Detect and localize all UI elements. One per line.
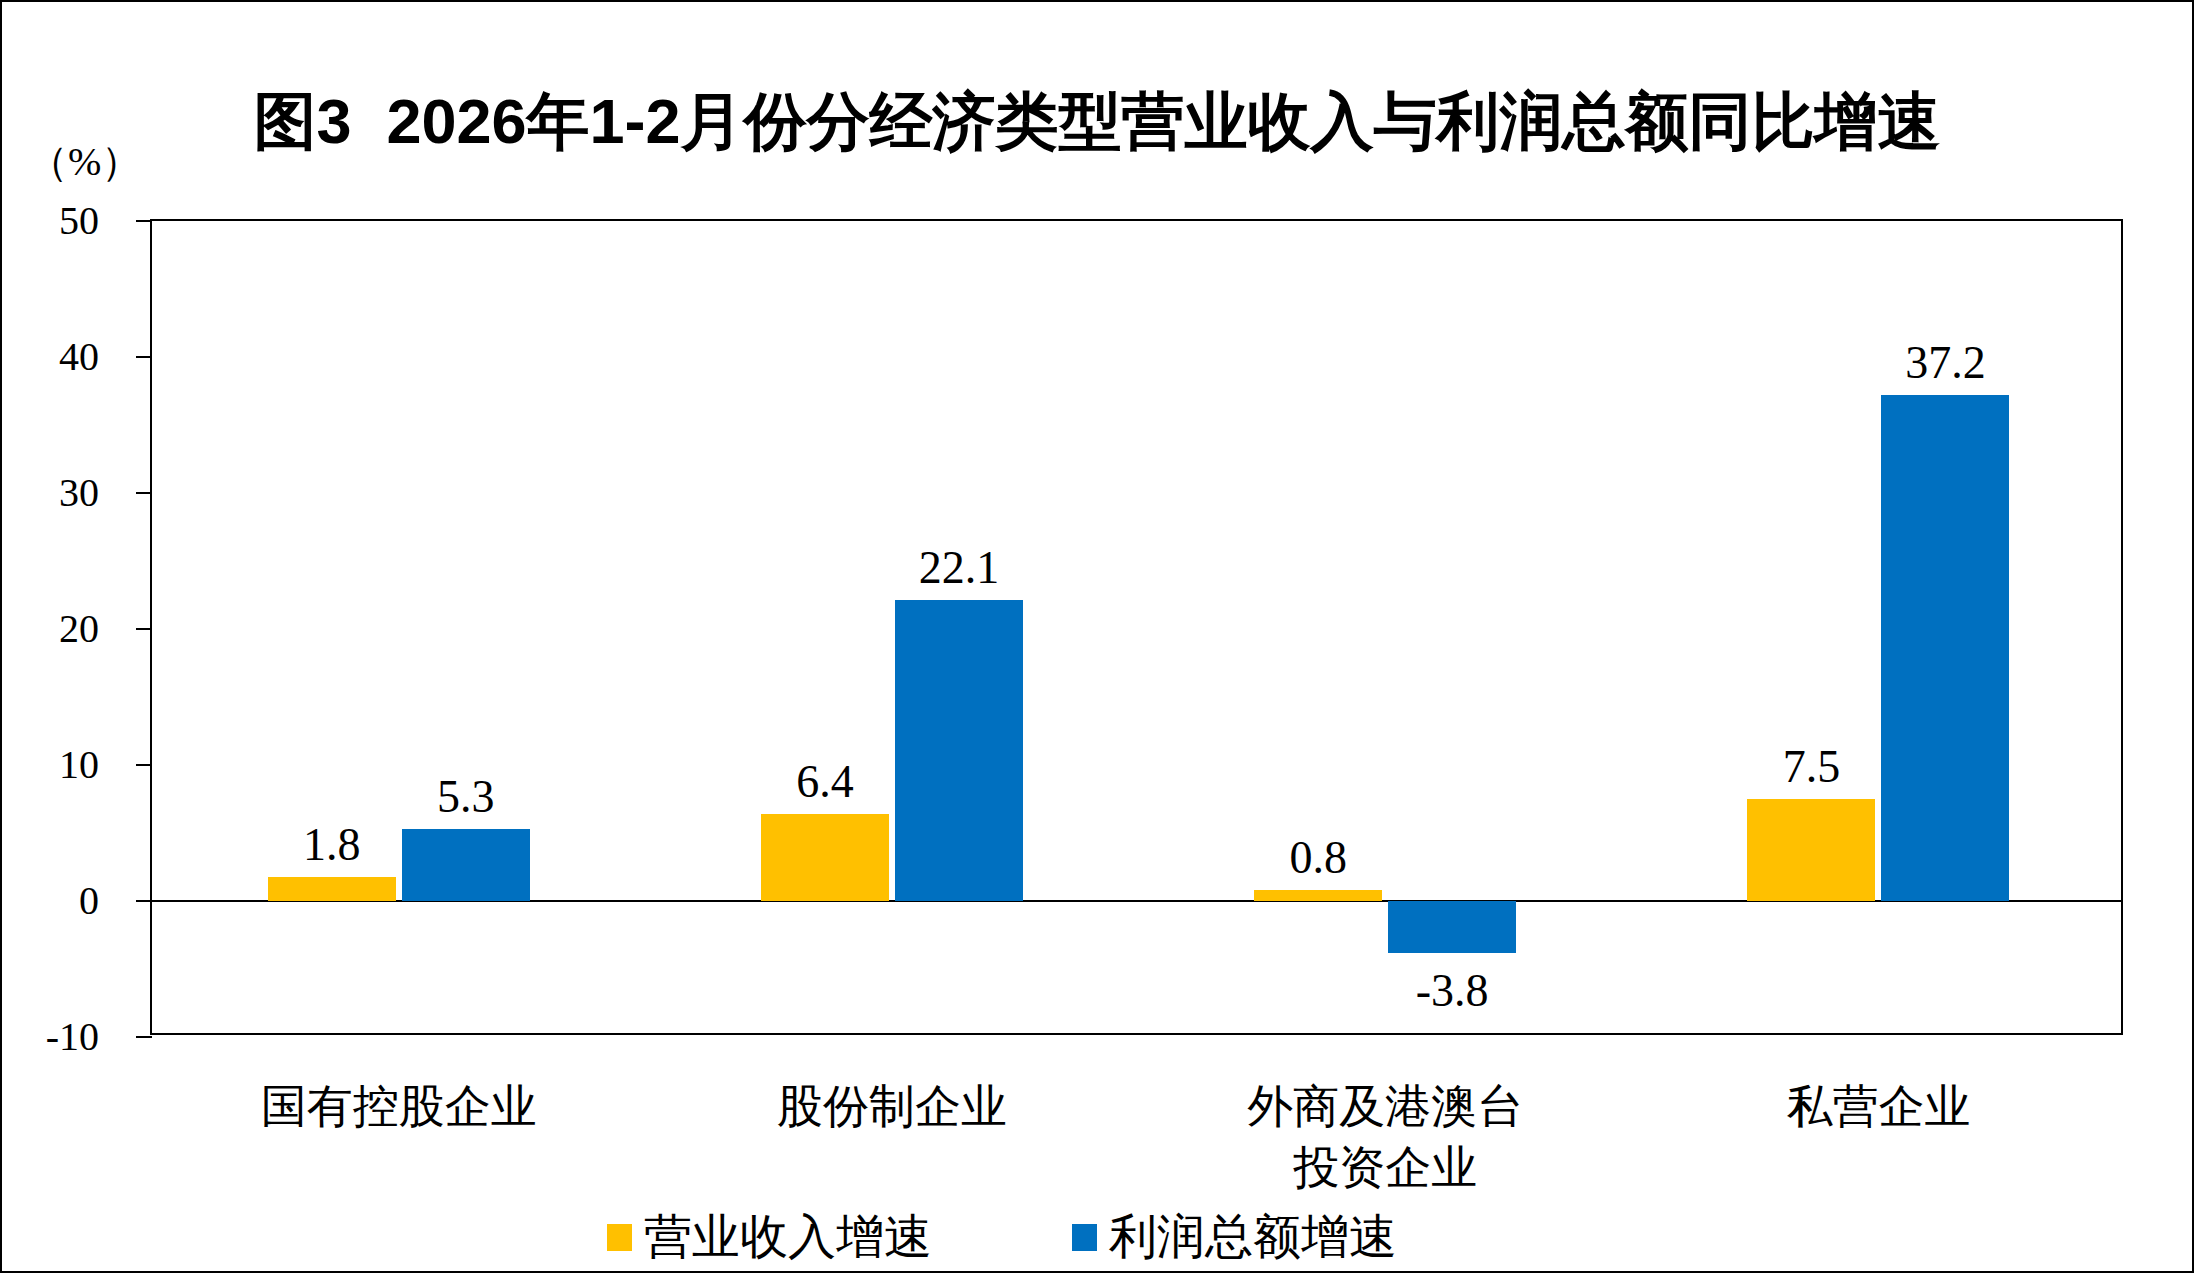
legend-label: 营业收入增速 — [644, 1211, 932, 1263]
bar-revenue-cat1 — [761, 814, 889, 901]
bar-profit-cat1 — [895, 600, 1023, 901]
category-label-1: 股份制企业 — [645, 1076, 1139, 1137]
y-tick-mark — [136, 492, 152, 494]
bar-profit-cat2 — [1388, 901, 1516, 953]
legend-entry-revenue: 营业收入增速 — [607, 1211, 932, 1263]
y-tick-label: 30 — [59, 469, 99, 517]
y-tick-label: 10 — [59, 741, 99, 789]
bar-value-label: 22.1 — [849, 542, 1069, 594]
category-label-3: 私营企业 — [1631, 1076, 2125, 1137]
y-tick-label: 0 — [79, 877, 99, 925]
legend: 营业收入增速 利润总额增速 — [607, 1211, 1397, 1263]
legend-entry-profit: 利润总额增速 — [1072, 1211, 1397, 1263]
y-tick-mark — [136, 900, 152, 902]
bar-value-label: 0.8 — [1208, 832, 1428, 884]
bar-value-label: 5.3 — [356, 771, 576, 823]
y-tick-mark — [136, 356, 152, 358]
y-tick-label: 50 — [59, 197, 99, 245]
y-axis-unit-label: （%） — [28, 140, 141, 184]
y-tick-label: 20 — [59, 605, 99, 653]
legend-label: 利润总额增速 — [1109, 1211, 1397, 1263]
y-tick-mark — [136, 628, 152, 630]
category-label-2: 外商及港澳台 投资企业 — [1138, 1076, 1632, 1198]
legend-swatch-icon — [1072, 1224, 1097, 1251]
bar-value-label: -3.8 — [1342, 965, 1562, 1017]
plot-area: 50403020100-101.85.3国有控股企业6.422.1股份制企业0.… — [150, 219, 2123, 1035]
y-tick-mark — [136, 764, 152, 766]
bar-value-label: 37.2 — [1835, 337, 2055, 389]
y-tick-label: -10 — [46, 1013, 99, 1061]
y-tick-mark — [136, 1036, 152, 1038]
bar-revenue-cat3 — [1747, 799, 1875, 901]
bar-profit-cat3 — [1881, 395, 2009, 901]
bar-revenue-cat0 — [268, 877, 396, 901]
chart-figure: 图3 2026年1-2月份分经济类型营业收入与利润总额同比增速 （%） 5040… — [0, 0, 2194, 1273]
bar-profit-cat0 — [402, 829, 530, 901]
y-tick-mark — [136, 220, 152, 222]
legend-swatch-icon — [607, 1224, 632, 1251]
y-tick-label: 40 — [59, 333, 99, 381]
bar-revenue-cat2 — [1254, 890, 1382, 901]
category-label-0: 国有控股企业 — [152, 1076, 646, 1137]
chart-title: 图3 2026年1-2月份分经济类型营业收入与利润总额同比增速 — [2, 86, 2192, 156]
